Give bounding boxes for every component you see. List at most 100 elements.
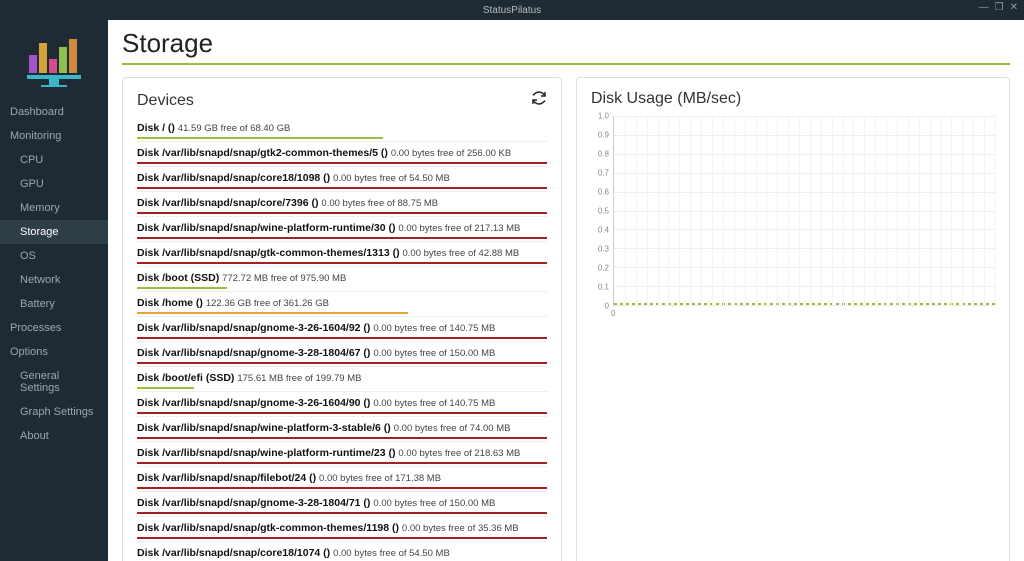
device-free: 41.59 GB free of 68.40 GB — [178, 123, 291, 134]
gridline — [679, 116, 680, 305]
device-row[interactable]: Disk /var/lib/snapd/snap/gtk2-common-the… — [137, 142, 547, 166]
device-path: Disk /var/lib/snapd/snap/gtk-common-them… — [137, 522, 402, 534]
sidebar-item-memory[interactable]: Memory — [0, 196, 108, 220]
sidebar-item-options[interactable]: Options — [0, 340, 108, 364]
device-usage-bar — [137, 487, 547, 489]
sidebar-item-general-settings[interactable]: General Settings — [0, 364, 108, 400]
gridline — [658, 116, 659, 305]
sidebar-item-dashboard[interactable]: Dashboard — [0, 100, 108, 124]
gridline — [930, 116, 931, 305]
gridline — [668, 116, 669, 305]
gridline — [886, 116, 887, 305]
sidebar: DashboardMonitoringCPUGPUMemoryStorageOS… — [0, 20, 108, 561]
device-free: 0.00 bytes free of 88.75 MB — [321, 198, 438, 209]
device-usage-bar — [137, 437, 547, 439]
gridline — [995, 116, 996, 305]
gridline — [712, 116, 713, 305]
y-tick: 0.5 — [598, 207, 609, 216]
gridline — [843, 116, 844, 305]
device-path: Disk /var/lib/snapd/snap/gtk2-common-the… — [137, 147, 391, 159]
device-free: 0.00 bytes free of 171.38 MB — [319, 473, 441, 484]
device-row[interactable]: Disk /var/lib/snapd/snap/core18/1098 () … — [137, 167, 547, 191]
device-free: 0.00 bytes free of 140.75 MB — [373, 323, 495, 334]
device-path: Disk /var/lib/snapd/snap/filebot/24 () — [137, 472, 319, 484]
device-usage-bar — [137, 537, 547, 539]
gridline — [821, 116, 822, 305]
sidebar-item-processes[interactable]: Processes — [0, 316, 108, 340]
device-free: 0.00 bytes free of 150.00 MB — [373, 348, 495, 359]
gridline — [723, 116, 724, 305]
refresh-icon[interactable] — [531, 90, 547, 111]
y-tick: 0.2 — [598, 264, 609, 273]
device-usage-bar — [137, 262, 547, 264]
sidebar-item-about[interactable]: About — [0, 424, 108, 448]
device-row[interactable]: Disk /var/lib/snapd/snap/gnome-3-28-1804… — [137, 492, 547, 516]
disk-usage-panel: Disk Usage (MB/sec) 1.00.90.80.70.60.50.… — [576, 77, 1010, 561]
device-usage-bar — [137, 287, 227, 289]
gridline — [614, 305, 995, 306]
device-row[interactable]: Disk /var/lib/snapd/snap/wine-platform-r… — [137, 217, 547, 241]
device-row[interactable]: Disk /var/lib/snapd/snap/gnome-3-26-1604… — [137, 392, 547, 416]
sidebar-item-network[interactable]: Network — [0, 268, 108, 292]
y-tick: 0.1 — [598, 283, 609, 292]
device-row[interactable]: Disk /var/lib/snapd/snap/core/7396 () 0.… — [137, 192, 547, 216]
sidebar-item-graph-settings[interactable]: Graph Settings — [0, 400, 108, 424]
device-row[interactable]: Disk /var/lib/snapd/snap/filebot/24 () 0… — [137, 467, 547, 491]
gridline — [897, 116, 898, 305]
device-path: Disk /var/lib/snapd/snap/gnome-3-26-1604… — [137, 322, 373, 334]
maximize-icon[interactable]: ❐ — [995, 2, 1004, 13]
device-row[interactable]: Disk / () 41.59 GB free of 68.40 GB — [137, 117, 547, 141]
gridline — [636, 116, 637, 305]
device-row[interactable]: Disk /home () 122.36 GB free of 361.26 G… — [137, 292, 547, 316]
device-row[interactable]: Disk /var/lib/snapd/snap/core18/1074 () … — [137, 542, 547, 561]
sidebar-item-os[interactable]: OS — [0, 244, 108, 268]
device-path: Disk /var/lib/snapd/snap/core18/1074 () — [137, 547, 333, 559]
device-row[interactable]: Disk /var/lib/snapd/snap/gnome-3-28-1804… — [137, 342, 547, 366]
device-free: 0.00 bytes free of 54.50 MB — [333, 173, 450, 184]
device-path: Disk /var/lib/snapd/snap/wine-platform-r… — [137, 222, 398, 234]
gridline — [984, 116, 985, 305]
gridline — [799, 116, 800, 305]
gridline — [766, 116, 767, 305]
device-path: Disk /boot/efi (SSD) — [137, 372, 237, 384]
gridline — [788, 116, 789, 305]
y-tick: 0.7 — [598, 169, 609, 178]
gridline — [756, 116, 757, 305]
gridline — [973, 116, 974, 305]
y-tick: 0.4 — [598, 226, 609, 235]
device-path: Disk /var/lib/snapd/snap/gnome-3-26-1604… — [137, 397, 373, 409]
window-title: StatusPilatus — [483, 5, 541, 16]
gridline — [614, 192, 995, 193]
device-path: Disk /var/lib/snapd/snap/gnome-3-28-1804… — [137, 347, 373, 359]
gridline — [614, 173, 995, 174]
device-row[interactable]: Disk /var/lib/snapd/snap/gtk-common-them… — [137, 517, 547, 541]
device-free: 772.72 MB free of 975.90 MB — [222, 273, 346, 284]
y-tick: 0.8 — [598, 150, 609, 159]
window-titlebar: StatusPilatus — ❐ ✕ — [0, 0, 1024, 20]
device-free: 0.00 bytes free of 74.00 MB — [394, 423, 511, 434]
device-free: 0.00 bytes free of 140.75 MB — [373, 398, 495, 409]
device-free: 0.00 bytes free of 218.63 MB — [398, 448, 520, 459]
device-usage-bar — [137, 387, 194, 389]
sidebar-item-monitoring[interactable]: Monitoring — [0, 124, 108, 148]
title-underline — [122, 63, 1010, 65]
devices-panel: Devices Disk / () 41.59 GB free of 68.40… — [122, 77, 562, 561]
device-free: 0.00 bytes free of 256.00 KB — [391, 148, 511, 159]
minimize-icon[interactable]: — — [979, 2, 989, 13]
sidebar-item-storage[interactable]: Storage — [0, 220, 108, 244]
device-row[interactable]: Disk /var/lib/snapd/snap/gnome-3-26-1604… — [137, 317, 547, 341]
sidebar-item-battery[interactable]: Battery — [0, 292, 108, 316]
device-row[interactable]: Disk /boot (SSD) 772.72 MB free of 975.9… — [137, 267, 547, 291]
page-title: Storage — [122, 28, 1010, 59]
device-row[interactable]: Disk /var/lib/snapd/snap/gtk-common-them… — [137, 242, 547, 266]
device-path: Disk /var/lib/snapd/snap/wine-platform-3… — [137, 422, 394, 434]
sidebar-item-gpu[interactable]: GPU — [0, 172, 108, 196]
device-row[interactable]: Disk /var/lib/snapd/snap/wine-platform-r… — [137, 442, 547, 466]
device-path: Disk /boot (SSD) — [137, 272, 222, 284]
gridline — [647, 116, 648, 305]
close-icon[interactable]: ✕ — [1010, 2, 1018, 13]
device-row[interactable]: Disk /var/lib/snapd/snap/wine-platform-3… — [137, 417, 547, 441]
sidebar-item-cpu[interactable]: CPU — [0, 148, 108, 172]
device-row[interactable]: Disk /boot/efi (SSD) 175.61 MB free of 1… — [137, 367, 547, 391]
device-path: Disk /var/lib/snapd/snap/wine-platform-r… — [137, 447, 398, 459]
